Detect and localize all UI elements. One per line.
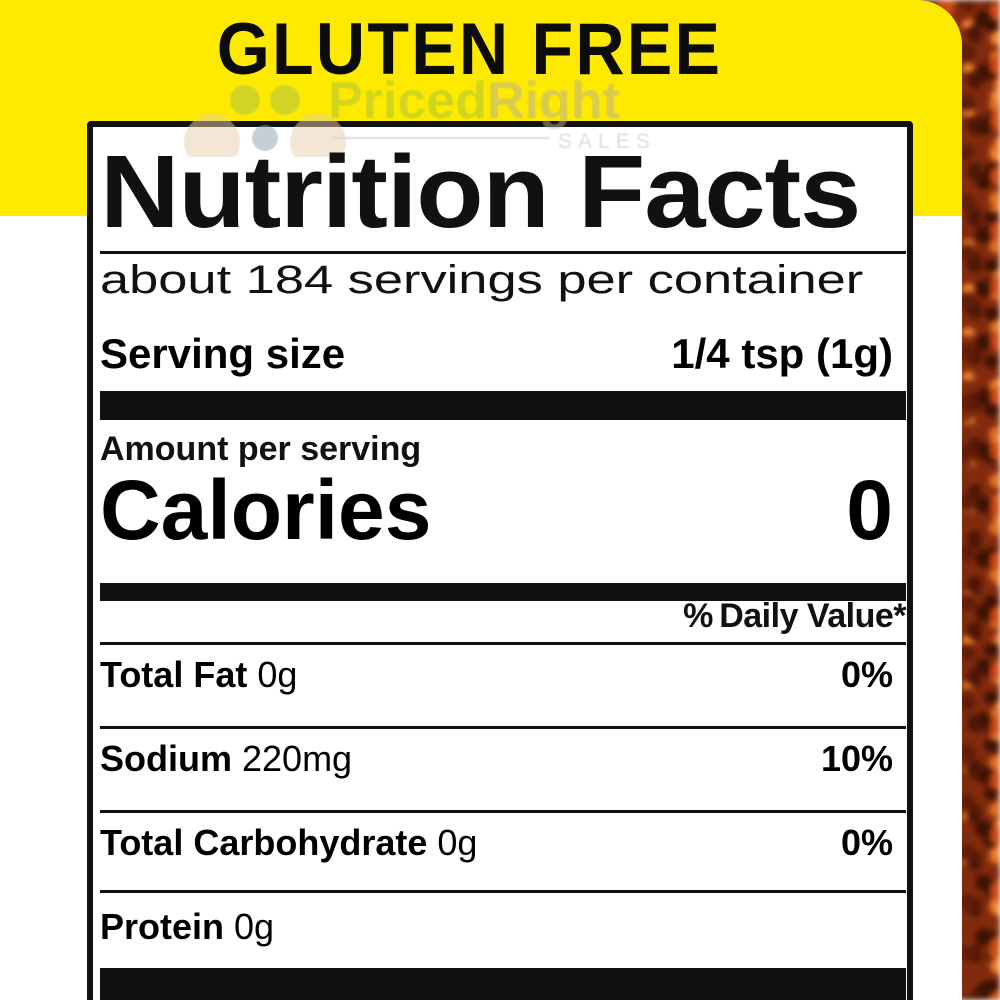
svg-text:PricedRight: PricedRight: [328, 72, 620, 130]
